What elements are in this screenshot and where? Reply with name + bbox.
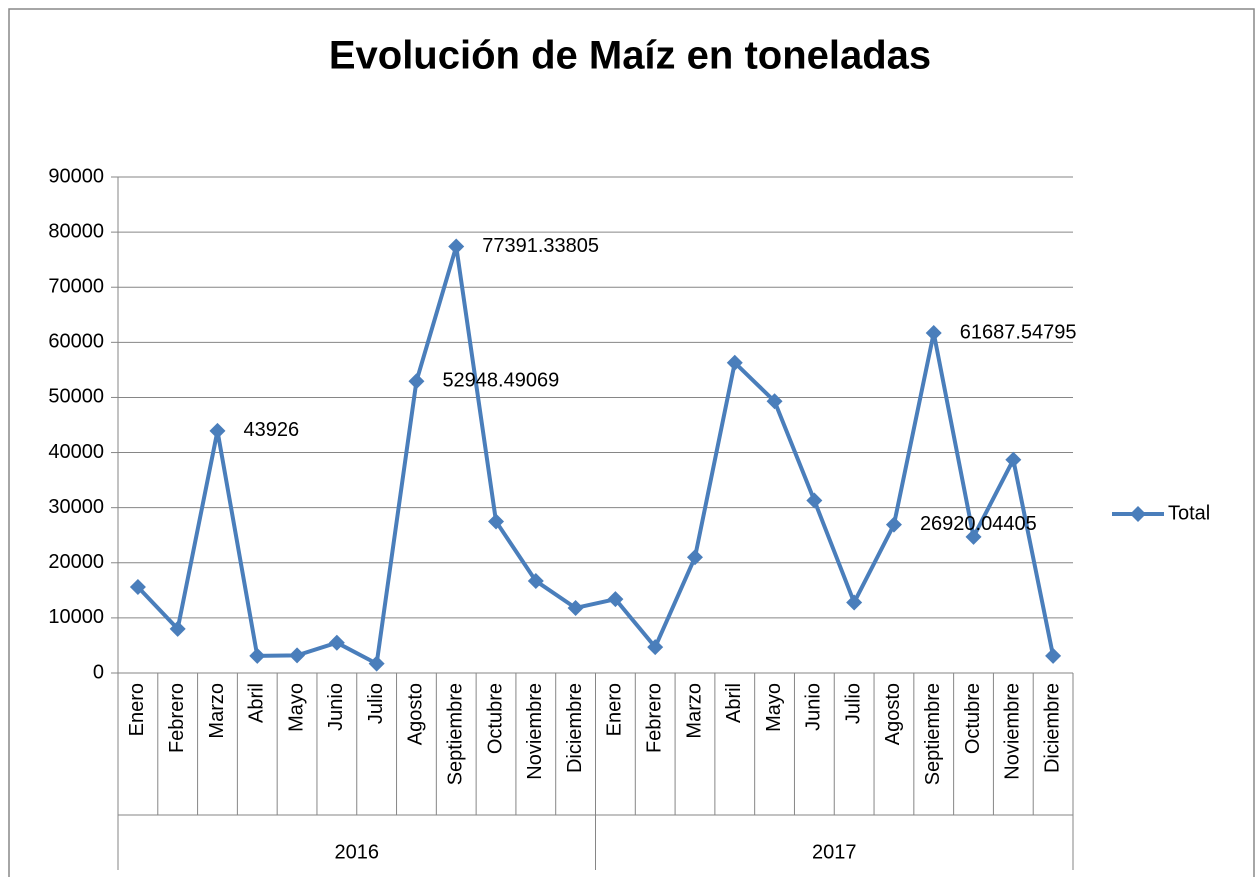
marker <box>567 599 584 616</box>
x-tick-label: Mayo <box>285 683 307 732</box>
group-label: 2017 <box>812 841 857 863</box>
data-label: 26920.04405 <box>920 513 1037 535</box>
marker <box>885 516 902 533</box>
data-label: 52948.49069 <box>442 369 559 391</box>
marker <box>209 422 226 439</box>
marker <box>129 579 146 596</box>
marker <box>726 354 743 371</box>
y-tick-label: 20000 <box>48 551 104 573</box>
marker <box>686 549 703 566</box>
y-tick-label: 10000 <box>48 606 104 628</box>
y-tick-label: 50000 <box>48 386 104 408</box>
x-tick-label: Agosto <box>882 683 904 745</box>
x-tick-label: Noviembre <box>524 683 546 780</box>
x-tick-label: Noviembre <box>1002 683 1024 780</box>
data-label: 43926 <box>243 419 299 441</box>
x-tick-label: Marzo <box>683 683 705 739</box>
marker <box>448 238 465 255</box>
x-tick-label: Marzo <box>206 683 228 739</box>
marker <box>846 594 863 611</box>
marker <box>249 647 266 664</box>
legend-label: Total <box>1168 502 1210 524</box>
x-tick-label: Octubre <box>962 683 984 754</box>
marker <box>527 572 544 589</box>
x-tick-label: Febrero <box>166 683 188 753</box>
marker <box>806 492 823 509</box>
y-tick-label: 80000 <box>48 220 104 242</box>
x-tick-label: Julio <box>365 683 387 724</box>
x-tick-label: Julio <box>842 683 864 724</box>
x-tick-label: Mayo <box>763 683 785 732</box>
y-tick-label: 70000 <box>48 276 104 298</box>
x-tick-label: Diciembre <box>564 683 586 773</box>
marker <box>289 647 306 664</box>
marker <box>169 620 186 637</box>
x-tick-label: Enero <box>604 683 626 736</box>
marker <box>965 528 982 545</box>
x-tick-label: Abril <box>723 683 745 723</box>
chart-border <box>8 8 1255 877</box>
marker <box>408 373 425 390</box>
marker <box>925 325 942 342</box>
x-tick-label: Agosto <box>405 683 427 745</box>
x-tick-label: Septiembre <box>445 683 467 785</box>
marker <box>368 655 385 672</box>
x-tick-label: Septiembre <box>922 683 944 785</box>
marker <box>607 591 624 608</box>
x-tick-label: Octubre <box>484 683 506 754</box>
marker <box>1005 451 1022 468</box>
y-tick-label: 60000 <box>48 331 104 353</box>
marker <box>328 634 345 651</box>
x-tick-label: Enero <box>126 683 148 736</box>
marker <box>488 513 505 530</box>
y-tick-label: 30000 <box>48 496 104 518</box>
group-label: 2016 <box>335 841 380 863</box>
x-tick-label: Diciembre <box>1041 683 1063 773</box>
y-tick-label: 40000 <box>48 441 104 463</box>
data-label: 61687.54795 <box>960 321 1077 343</box>
y-tick-label: 0 <box>93 661 104 683</box>
legend-marker <box>1130 506 1146 522</box>
y-tick-label: 90000 <box>48 165 104 187</box>
marker <box>1045 647 1062 664</box>
marker <box>766 393 783 410</box>
chart-title: Evolución de Maíz en toneladas <box>329 34 931 78</box>
data-label: 77391.33805 <box>482 235 599 257</box>
x-tick-label: Junio <box>803 683 825 731</box>
x-tick-label: Junio <box>325 683 347 731</box>
x-tick-label: Abril <box>246 683 268 723</box>
marker <box>647 639 664 656</box>
x-tick-label: Febrero <box>643 683 665 753</box>
